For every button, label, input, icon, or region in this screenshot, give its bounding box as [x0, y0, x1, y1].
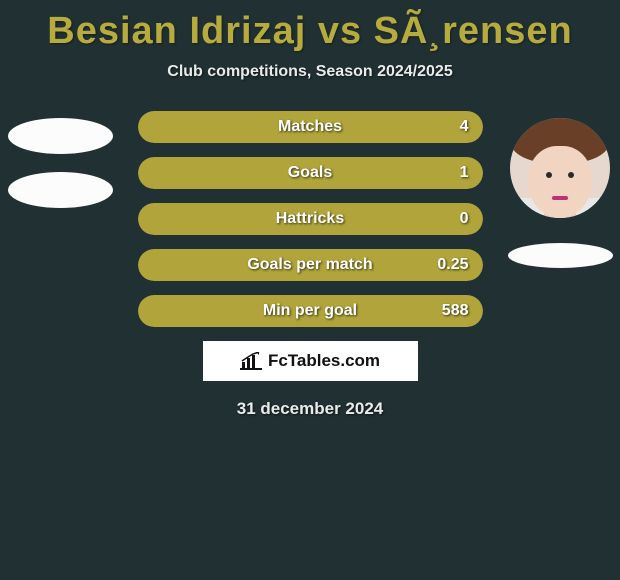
stat-label: Hattricks — [138, 203, 483, 235]
comparison-widget: Besian Idrizaj vs SÃ¸rensen Club competi… — [0, 0, 620, 419]
stat-right-value: 0 — [460, 203, 469, 235]
stat-label: Matches — [138, 111, 483, 143]
stat-row: Goals per match0.25 — [138, 249, 483, 281]
stat-label: Min per goal — [138, 295, 483, 327]
stat-row: Matches4 — [138, 111, 483, 143]
stat-right-value: 4 — [460, 111, 469, 143]
player-right-photo — [510, 118, 610, 218]
stat-row: Goals1 — [138, 157, 483, 189]
stat-right-value: 0.25 — [437, 249, 468, 281]
player-right-column — [505, 118, 615, 268]
player-left-column — [5, 118, 115, 208]
player-left-club-placeholder — [8, 172, 113, 208]
stat-row: Min per goal588 — [138, 295, 483, 327]
stat-right-value: 588 — [442, 295, 469, 327]
stat-right-value: 1 — [460, 157, 469, 189]
page-title: Besian Idrizaj vs SÃ¸rensen — [0, 0, 620, 53]
brand-label: FcTables.com — [268, 351, 380, 371]
player-right-club-placeholder — [508, 243, 613, 268]
page-subtitle: Club competitions, Season 2024/2025 — [0, 63, 620, 81]
stat-label: Goals — [138, 157, 483, 189]
stat-label: Goals per match — [138, 249, 483, 281]
stat-row: Hattricks0 — [138, 203, 483, 235]
stats-bars: Matches4Goals1Hattricks0Goals per match0… — [138, 81, 483, 327]
player-left-photo-placeholder — [8, 118, 113, 154]
chart-icon — [240, 352, 262, 370]
brand-box: FcTables.com — [203, 341, 418, 381]
footer-date: 31 december 2024 — [0, 399, 620, 419]
